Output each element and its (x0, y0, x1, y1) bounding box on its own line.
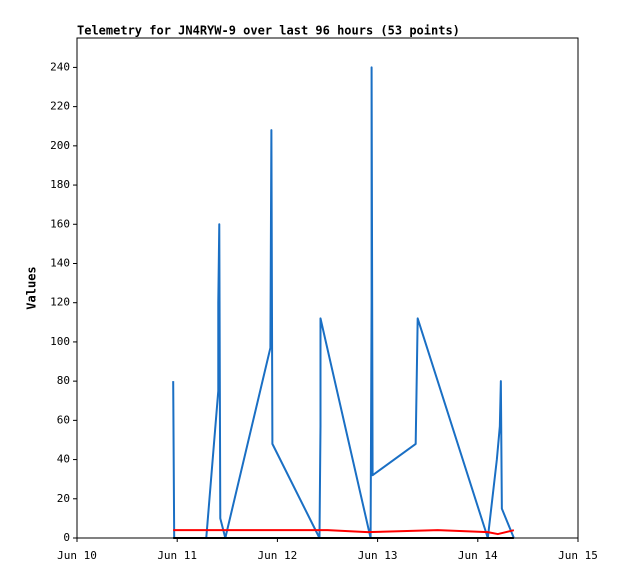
y-tick-label: 100 (50, 335, 70, 348)
y-tick-label: 80 (57, 374, 70, 387)
y-tick-label: 20 (57, 492, 70, 505)
y-axis-label: Values (25, 266, 39, 309)
y-tick-label: 160 (50, 217, 70, 230)
x-tick-label: Jun 11 (157, 549, 197, 562)
x-tick-label: Jun 14 (458, 549, 498, 562)
y-tick-label: 40 (57, 453, 70, 466)
y-tick-label: 220 (50, 100, 70, 113)
y-tick-label: 0 (63, 531, 70, 544)
y-tick-label: 200 (50, 139, 70, 152)
x-tick-label: Jun 10 (57, 549, 97, 562)
data-line (173, 529, 515, 536)
x-tick-label: Jun 12 (258, 549, 298, 562)
y-tick-label: 140 (50, 256, 70, 269)
x-tick-label: Jun 15 (558, 549, 598, 562)
y-tick-label: 240 (50, 60, 70, 73)
chart-title: Telemetry for JN4RYW-9 over last 96 hour… (77, 24, 460, 38)
y-tick-label: 60 (57, 413, 70, 426)
y-tick-label: 180 (50, 178, 70, 191)
data-line (172, 66, 515, 539)
x-tick-label: Jun 13 (358, 549, 398, 562)
y-tick-label: 120 (50, 296, 70, 309)
